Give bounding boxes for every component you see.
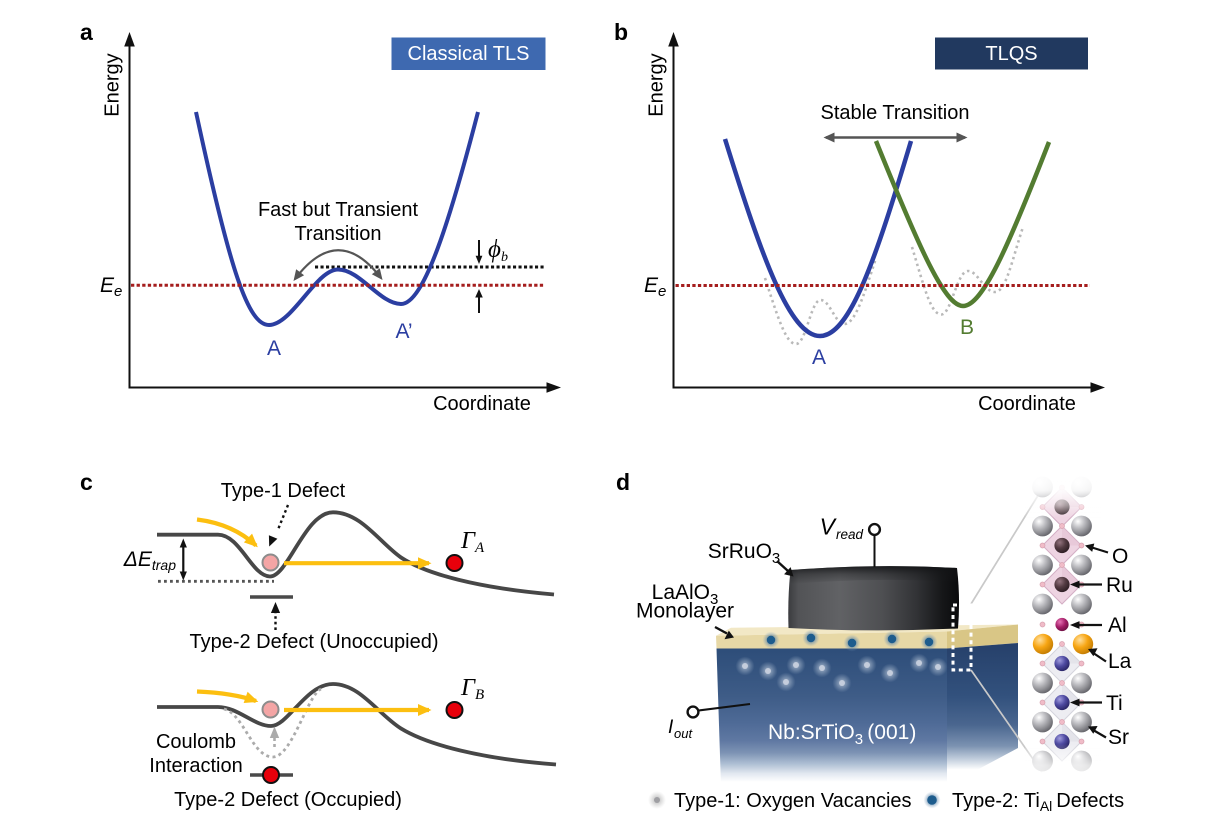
svg-text:V: V xyxy=(820,514,838,540)
svg-text:Type-2 Defect (Unoccupied): Type-2 Defect (Unoccupied) xyxy=(189,631,438,653)
svg-text:Type-1: Oxygen Vacancies: Type-1: Oxygen Vacancies xyxy=(674,790,912,812)
svg-text:Coordinate: Coordinate xyxy=(978,393,1076,415)
svg-text:Type-2: TiAl Defects: Type-2: TiAl Defects xyxy=(952,790,1124,814)
svg-text:La: La xyxy=(1108,650,1132,673)
svg-text:c: c xyxy=(80,469,93,495)
svg-text:a: a xyxy=(80,19,93,45)
svg-text:ΓB: ΓB xyxy=(460,674,484,703)
svg-text:Sr: Sr xyxy=(1108,726,1129,749)
svg-text:Type-1 Defect: Type-1 Defect xyxy=(221,480,346,502)
svg-text:d: d xyxy=(616,469,630,495)
svg-text:A: A xyxy=(812,346,826,369)
svg-text:Type-2 Defect (Occupied): Type-2 Defect (Occupied) xyxy=(174,789,402,811)
svg-text:B: B xyxy=(960,316,974,339)
svg-text:TLQS: TLQS xyxy=(985,43,1037,65)
svg-text:Ru: Ru xyxy=(1106,574,1133,597)
svg-text:A: A xyxy=(267,337,281,360)
svg-text:Coordinate: Coordinate xyxy=(433,393,531,415)
svg-text:O: O xyxy=(1112,545,1128,568)
svg-text:Ee: Ee xyxy=(644,274,666,300)
svg-text:I: I xyxy=(668,717,674,738)
svg-text:Classical TLS: Classical TLS xyxy=(408,43,530,65)
svg-text:A’: A’ xyxy=(395,320,412,343)
svg-text:Stable Transition: Stable Transition xyxy=(821,102,970,124)
svg-text:Coulomb: Coulomb xyxy=(156,731,236,753)
svg-text:ΓA: ΓA xyxy=(460,527,485,556)
svg-text:out: out xyxy=(674,726,693,741)
svg-text:read: read xyxy=(836,527,864,542)
svg-text:SrRuO3: SrRuO3 xyxy=(708,540,781,567)
svg-text:Transition: Transition xyxy=(294,223,381,245)
svg-text:Energy: Energy xyxy=(102,53,124,116)
svg-text:Energy: Energy xyxy=(646,53,668,116)
svg-text:Fast but Transient: Fast but Transient xyxy=(258,199,419,221)
svg-text:Al: Al xyxy=(1108,614,1127,637)
svg-text:Ti: Ti xyxy=(1106,692,1123,715)
svg-text:ϕb: ϕb xyxy=(488,236,508,265)
svg-text:Ee: Ee xyxy=(100,274,122,300)
svg-text:Monolayer: Monolayer xyxy=(636,600,734,623)
svg-text:ΔEtrap: ΔEtrap xyxy=(123,548,176,573)
svg-text:Interaction: Interaction xyxy=(149,755,242,777)
svg-text:LaAlO3: LaAlO3 xyxy=(652,581,719,608)
svg-text:Nb:SrTiO3 (001): Nb:SrTiO3 (001) xyxy=(768,721,916,748)
svg-text:b: b xyxy=(614,19,628,45)
